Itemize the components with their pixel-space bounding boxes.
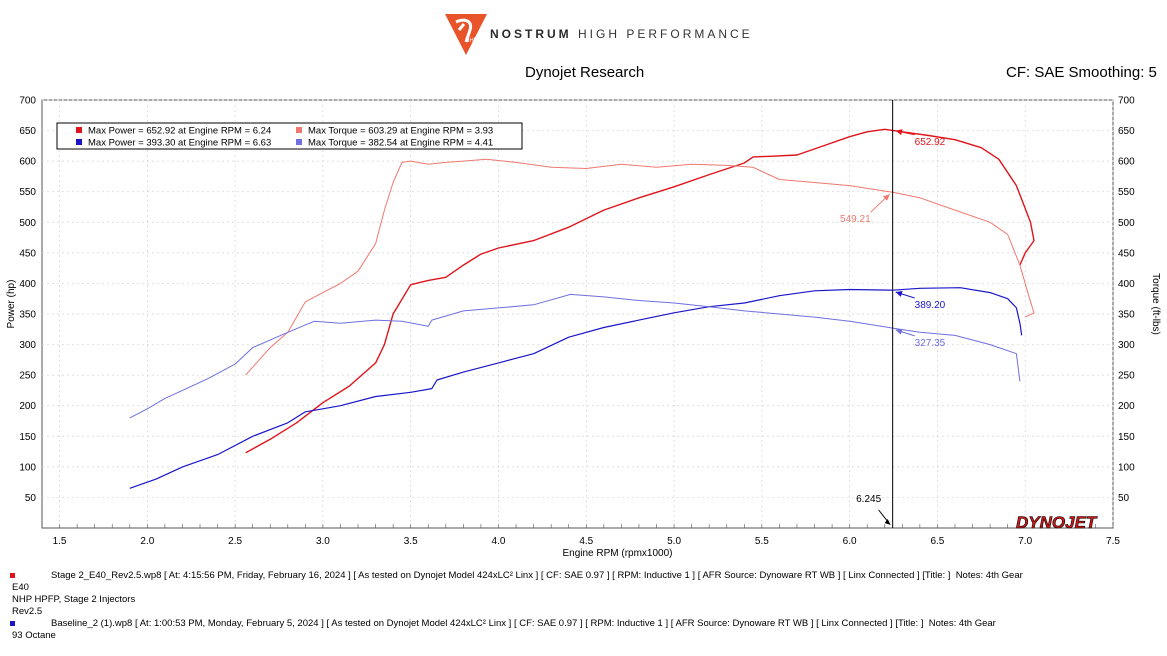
x-tick-label: 7.5 [1106, 536, 1120, 547]
x-tick-label: 3.0 [316, 536, 330, 547]
chart-grid [41, 99, 1114, 529]
y2-tick-label: 100 [1118, 462, 1135, 473]
annotation-arrowhead [895, 129, 903, 136]
chart-title: Dynojet Research [525, 64, 645, 81]
y-tick-label: 550 [19, 187, 36, 198]
y-tick-label: 600 [19, 157, 36, 168]
correction-factor-label: CF: SAE Smoothing: 5 [1006, 64, 1157, 81]
series-line-1 [245, 128, 1035, 454]
x-tick-label: 5.5 [755, 536, 769, 547]
y2-tick-label: 550 [1118, 187, 1135, 198]
x-tick-label: 6.0 [843, 536, 857, 547]
y-tick-label: 150 [19, 432, 36, 443]
y2-tick-label: 150 [1118, 432, 1135, 443]
dynojet-watermark: DYNOJET [1016, 513, 1098, 532]
x-tick-label: 4.5 [579, 536, 593, 547]
brand-name-bold: NOSTRUM [490, 27, 572, 41]
annotation-value-label: 389.20 [915, 300, 946, 311]
nostrum-logo: NHP [445, 14, 487, 55]
chart-axes: 50 50 100 100 150 150 200 200 250 250 300 300 350 350… [6, 96, 1161, 560]
dyno-chart: 50 50 100 100 150 150 200 200 250 250 300 300 350 350… [6, 96, 1161, 560]
y-tick-label: 400 [19, 279, 36, 290]
y-tick-label: 300 [19, 340, 36, 351]
y2-tick-label: 700 [1118, 96, 1135, 107]
y-tick-label: 650 [19, 126, 36, 137]
series-line-2 [245, 158, 1035, 376]
annotation-value-label: 549.21 [840, 214, 871, 225]
rpm-cursor[interactable]: 6.245 [856, 100, 894, 528]
cursor-value-label: 6.245 [856, 494, 881, 505]
run-header-text: Baseline_2 (1).wp8 [ At: 1:00:53 PM, Mon… [51, 618, 996, 629]
annotation-value-label: 652.92 [915, 137, 946, 148]
legend-swatch [296, 127, 302, 133]
x-tick-label: 3.5 [404, 536, 418, 547]
y2-tick-label: 350 [1118, 310, 1135, 321]
logo-glyph [455, 18, 473, 43]
y-axis-label: Power (hp) [6, 280, 17, 329]
annotation-arrowhead [882, 194, 890, 201]
y2-tick-label: 50 [1118, 493, 1130, 504]
run-note-line: NHP HPFP, Stage 2 Injectors [12, 594, 136, 605]
y-tick-label: 350 [19, 310, 36, 321]
run-color-swatch [10, 572, 15, 578]
run-header-text: Stage 2_E40_Rev2.5.wp8 [ At: 4:15:56 PM,… [51, 570, 1023, 581]
x-tick-label: 5.0 [667, 536, 681, 547]
run-header-line: Stage 2_E40_Rev2.5.wp8 [ At: 4:15:56 PM,… [10, 570, 1023, 582]
legend-swatch [76, 139, 82, 145]
x-tick-label: 7.0 [1018, 536, 1032, 547]
legend-entry-label: Max Torque = 382.54 at Engine RPM = 4.41 [308, 138, 493, 149]
chart-legend: Max Power = 652.92 at Engine RPM = 6.24 M… [56, 122, 523, 150]
run-note-line: Rev2.5 [12, 606, 43, 617]
legend-swatch [296, 139, 302, 145]
run-header-line: Baseline_2 (1).wp8 [ At: 1:00:53 PM, Mon… [10, 618, 1023, 630]
y2-tick-label: 400 [1118, 279, 1135, 290]
series-line-3 [129, 287, 1023, 489]
y2-axis-label: Torque (ft-lbs) [1150, 273, 1161, 335]
x-tick-label: 2.0 [140, 536, 154, 547]
legend-entry-label: Max Power = 652.92 at Engine RPM = 6.24 [88, 126, 271, 137]
annotation-arrowhead [895, 328, 903, 335]
y2-tick-label: 500 [1118, 218, 1135, 229]
run-note-line: E40 [12, 582, 29, 593]
brand-name: NOSTRUM HIGH PERFORMANCE [490, 27, 753, 41]
cursor-annotations: 652.92 549.21 389.20 327.35 [840, 129, 946, 349]
x-tick-label: 2.5 [228, 536, 242, 547]
legend-swatch [76, 127, 82, 133]
legend-box [56, 122, 523, 150]
y2-tick-label: 250 [1118, 371, 1135, 382]
run-note-line: 93 Octane [12, 630, 56, 641]
x-tick-label: 6.5 [930, 536, 944, 547]
y2-tick-label: 600 [1118, 157, 1135, 168]
legend-entry-label: Max Power = 393.30 at Engine RPM = 6.63 [88, 138, 271, 149]
y-tick-label: 200 [19, 401, 36, 412]
y2-tick-label: 450 [1118, 248, 1135, 259]
y-tick-label: 50 [25, 493, 37, 504]
y2-tick-label: 650 [1118, 126, 1135, 137]
chart-series [129, 128, 1035, 489]
y-tick-label: 450 [19, 248, 36, 259]
annotation-value-label: 327.35 [915, 338, 946, 349]
y-tick-label: 500 [19, 218, 36, 229]
y-tick-label: 100 [19, 462, 36, 473]
series-line-4 [129, 293, 1021, 419]
logo-badge: NHP [465, 38, 478, 44]
annotation-arrowhead [895, 291, 903, 297]
y-tick-label: 250 [19, 371, 36, 382]
y2-tick-label: 300 [1118, 340, 1135, 351]
y2-tick-label: 200 [1118, 401, 1135, 412]
x-axis-label: Engine RPM (rpmx1000) [562, 548, 672, 559]
brand-name-thin: HIGH PERFORMANCE [578, 27, 753, 41]
logo-triangle-shape [445, 14, 487, 55]
legend-entry-label: Max Torque = 603.29 at Engine RPM = 3.93 [308, 126, 493, 137]
y-tick-label: 700 [19, 96, 36, 107]
x-tick-label: 4.0 [492, 536, 506, 547]
run-color-swatch [10, 620, 15, 626]
x-tick-label: 1.5 [53, 536, 67, 547]
run-notes: Stage 2_E40_Rev2.5.wp8 [ At: 4:15:56 PM,… [10, 570, 1023, 642]
cursor-arrowhead [884, 519, 891, 525]
